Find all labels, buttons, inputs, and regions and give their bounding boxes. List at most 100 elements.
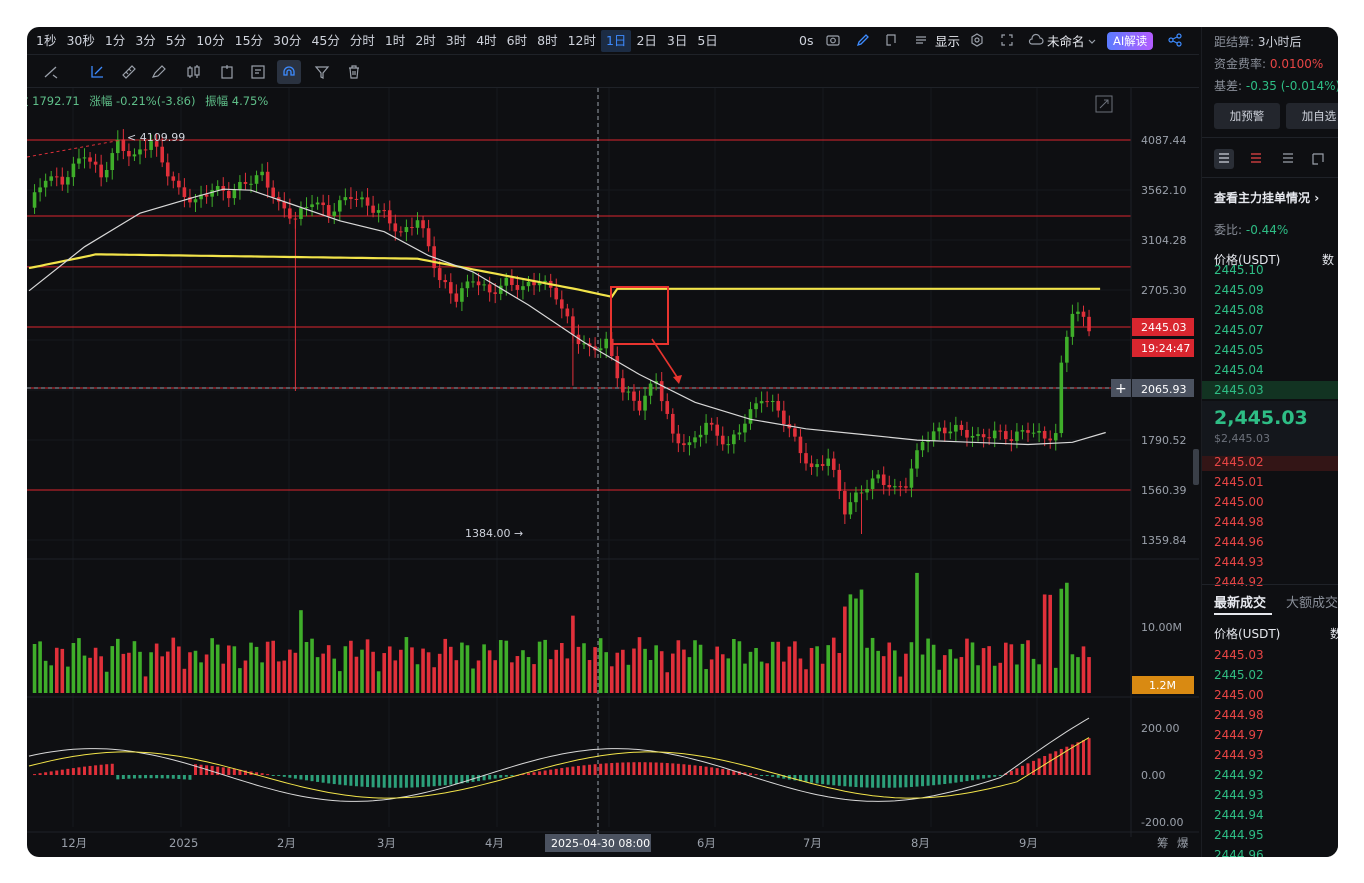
ask-row[interactable]: 2445.03: [1214, 383, 1264, 397]
settings-icon[interactable]: [969, 32, 985, 51]
price-header: 价格(USDT): [1214, 253, 1281, 267]
trash-icon[interactable]: [342, 60, 366, 84]
price-chart[interactable]: < 4109.99 1384.00 → 4087.44 3562.10 3104.28 2…: [27, 27, 1199, 857]
volume-bar: [893, 650, 897, 693]
chevron-down-icon[interactable]: [1087, 35, 1097, 50]
camera-icon[interactable]: [825, 32, 841, 51]
volume-bar: [759, 661, 764, 693]
macd-bar: [743, 772, 747, 775]
candle-body: [399, 231, 403, 233]
macd-bar: [488, 775, 492, 780]
timeframe-2[interactable]: 1分: [104, 32, 126, 48]
timeframe-13[interactable]: 4时: [476, 32, 497, 48]
timeframe-4[interactable]: 5分: [165, 32, 187, 48]
ratio-label: 委比:: [1214, 223, 1243, 237]
ask-row[interactable]: 2445.07: [1214, 323, 1264, 337]
ask-row[interactable]: 2445.08: [1214, 303, 1264, 317]
volume-bar: [460, 642, 464, 693]
orderbook-asks-icon[interactable]: [1246, 149, 1266, 172]
add-alert-button[interactable]: 加预警: [1214, 103, 1280, 129]
ai-button[interactable]: AI解读: [1107, 32, 1154, 50]
ask-row[interactable]: 2445.05: [1214, 343, 1264, 357]
volume-bar: [238, 668, 242, 693]
timeframe-11[interactable]: 2时: [415, 32, 436, 48]
timeframe-1[interactable]: 30秒: [66, 32, 95, 48]
candle-body: [1070, 313, 1075, 337]
brush-icon[interactable]: [147, 60, 171, 84]
candles-icon[interactable]: [182, 60, 206, 84]
ask-row[interactable]: 2445.09: [1214, 283, 1264, 297]
timeframe-18[interactable]: 2日: [636, 32, 657, 48]
bid-row[interactable]: 2444.98: [1214, 515, 1264, 529]
crosshair-date: 2025-04-30 08:00: [551, 837, 650, 850]
timeframe-3[interactable]: 3分: [135, 32, 156, 48]
timeframe-9[interactable]: 分时: [349, 32, 375, 48]
cursor-line-icon[interactable]: [39, 60, 63, 84]
timeframe-12[interactable]: 3时: [445, 32, 467, 48]
zero-seconds[interactable]: 0s: [799, 33, 814, 48]
timeframe-14[interactable]: 6时: [506, 32, 528, 48]
timeframe-10[interactable]: 1时: [384, 32, 406, 48]
volume-bar: [598, 638, 603, 693]
expand-icon[interactable]: [1095, 95, 1113, 117]
timeframe-6[interactable]: 15分: [234, 32, 264, 48]
tab-large-trades[interactable]: 大额成交: [1286, 596, 1338, 611]
timeframe-8[interactable]: 45分: [311, 32, 340, 48]
magnet-icon[interactable]: [277, 60, 301, 84]
candle-body: [160, 146, 164, 163]
orderbook-mode-icon[interactable]: [1308, 149, 1328, 172]
ma200-line: [28, 253, 1101, 299]
macd-bar: [138, 775, 142, 779]
cloud-icon[interactable]: [1027, 32, 1045, 51]
timeframe-5[interactable]: 10分: [196, 32, 225, 48]
last-price-usd: $2,445.03: [1214, 432, 1270, 445]
candle-body: [343, 197, 348, 201]
macd-bar: [993, 775, 997, 777]
orderbook-both-icon[interactable]: [1214, 149, 1234, 169]
timeframe-15[interactable]: 8时: [537, 32, 558, 48]
timeframe-16[interactable]: 12时: [567, 32, 596, 48]
macd-bar: [565, 767, 569, 775]
timeframe-17[interactable]: 1日: [600, 29, 632, 52]
volume-bar: [554, 649, 559, 693]
note-icon[interactable]: [246, 60, 270, 84]
countdown-tag-bg: [1132, 339, 1194, 357]
bid-row[interactable]: 2444.93: [1214, 555, 1264, 569]
display-button[interactable]: 显示: [935, 34, 961, 49]
macd-bar: [1076, 742, 1080, 775]
bid-row[interactable]: 2445.00: [1214, 495, 1264, 509]
ruler-icon[interactable]: [117, 60, 141, 84]
timeframe-20[interactable]: 5日: [697, 32, 718, 48]
high-label: < 4109.99: [127, 131, 185, 144]
trade-row: 2444.92: [1214, 768, 1264, 782]
bid-row[interactable]: 2444.96: [1214, 535, 1264, 549]
candle-body: [682, 443, 686, 446]
macd-bar: [105, 764, 109, 775]
filter-icon[interactable]: [310, 60, 334, 84]
timeframe-7[interactable]: 30分: [273, 32, 302, 48]
candle-body: [82, 157, 87, 159]
timeframe-0[interactable]: 1秒: [36, 32, 57, 48]
orderbook-bids-icon[interactable]: [1278, 149, 1298, 172]
layout-name[interactable]: 未命名: [1047, 34, 1085, 49]
pen-icon[interactable]: [855, 32, 871, 51]
ask-row[interactable]: 2445.10: [1214, 263, 1264, 277]
share-icon[interactable]: [1167, 32, 1183, 51]
trendline-icon[interactable]: [85, 60, 109, 84]
trade-row: 2445.00: [1214, 688, 1264, 702]
bid-row[interactable]: 2445.02: [1214, 455, 1264, 469]
tab-latest-trades[interactable]: 最新成交: [1214, 596, 1267, 611]
ask-row[interactable]: 2445.04: [1214, 363, 1264, 377]
add-watchlist-button[interactable]: 加自选: [1286, 103, 1338, 129]
layout-icon[interactable]: [883, 32, 899, 51]
indicator-icon[interactable]: [913, 32, 929, 51]
funding-label: 资金费率:: [1214, 57, 1267, 71]
candle-body: [1031, 432, 1036, 434]
bid-row[interactable]: 2444.92: [1214, 575, 1264, 589]
fullscreen-icon[interactable]: [999, 32, 1015, 51]
timeframe-19[interactable]: 3日: [666, 32, 688, 48]
bid-row[interactable]: 2445.01: [1214, 475, 1264, 489]
orderbook-link[interactable]: 查看主力挂单情况 ›: [1214, 191, 1320, 205]
measure-icon[interactable]: [215, 60, 239, 84]
candle-body: [820, 464, 825, 466]
